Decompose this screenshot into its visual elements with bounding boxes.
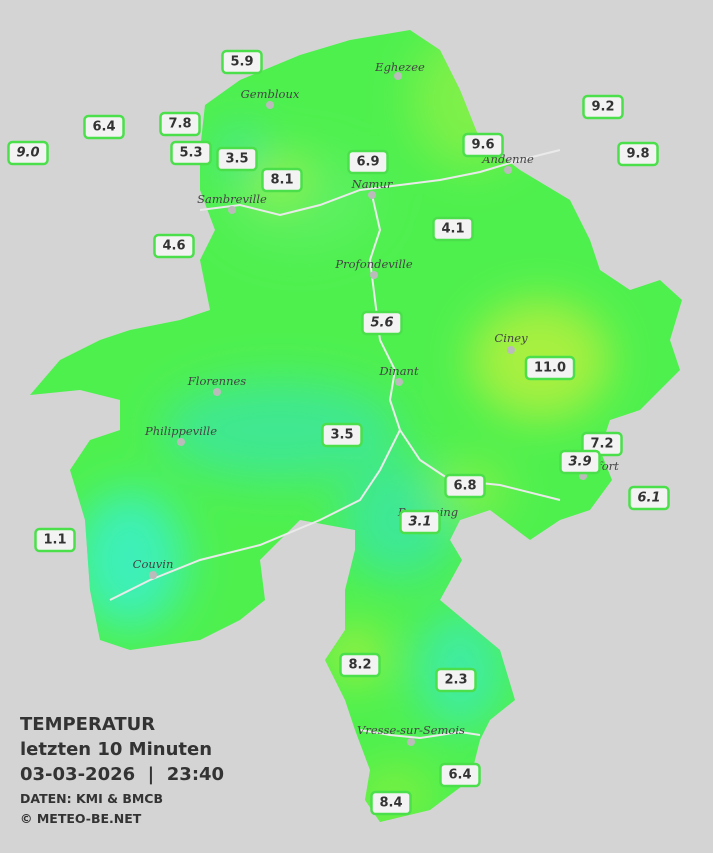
city-label: Namur: [351, 177, 394, 191]
station-box: [524, 355, 576, 381]
station-box: [221, 49, 263, 75]
station-box: [628, 485, 670, 511]
station-value: 6.9: [356, 155, 379, 170]
station-box: [582, 94, 624, 120]
station-label: 8.2: [339, 652, 381, 678]
station-label: 9.0: [7, 140, 49, 166]
station-label: 4.6: [153, 233, 195, 259]
station-value: 8.4: [379, 796, 402, 811]
city-label: Gembloux: [241, 87, 300, 101]
station-value: 5.3: [179, 146, 202, 161]
city-label: Florennes: [187, 374, 247, 388]
station-label: 5.9: [221, 49, 263, 75]
station-value: 7.2: [590, 437, 613, 452]
station-label: 7.8: [159, 111, 201, 137]
station-label: 6.4: [439, 762, 481, 788]
station-value: 9.8: [626, 147, 649, 162]
station-value: 9.0: [16, 146, 39, 161]
station-value: 2.3: [444, 673, 467, 688]
station-box: [399, 509, 441, 535]
station-box: [617, 141, 659, 167]
station-value: 9.6: [471, 138, 494, 153]
city-label: Vresse-sur-Semois: [357, 723, 465, 737]
city-label: Eghezee: [374, 60, 425, 74]
station-box: [444, 473, 486, 499]
station-value: 3.9: [568, 455, 591, 470]
station-value: 5.6: [370, 316, 393, 331]
station-value: 1.1: [43, 533, 66, 548]
station-label: 6.4: [83, 114, 125, 140]
station-box: [347, 149, 389, 175]
station-label: 3.9: [559, 449, 601, 475]
station-label: 5.3: [170, 140, 212, 166]
station-value: 11.0: [534, 361, 566, 376]
station-box: [439, 762, 481, 788]
station-box: [321, 422, 363, 448]
station-label: 6.1: [628, 485, 670, 511]
station-label: 3.1: [399, 509, 441, 535]
station-label: 4.1: [432, 216, 474, 242]
station-box: [7, 140, 49, 166]
city-label: Couvin: [133, 557, 174, 571]
station-box: [153, 233, 195, 259]
subtitle: letzten 10 Minuten: [20, 739, 212, 760]
station-box: [361, 310, 403, 336]
source: DATEN: KMI & BMCB: [20, 791, 163, 806]
station-label: 11.0: [524, 355, 576, 381]
stations: 5.9 6.4 7.8 9.0 5.3 3.5 8.1 6.9 9.6 9.2 …: [7, 49, 670, 816]
title: TEMPERATUR: [20, 714, 155, 735]
datetime: 03-03-2026 | 23:40: [20, 764, 224, 785]
station-label: 2.3: [435, 667, 477, 693]
station-box: [34, 527, 76, 553]
city-label: Dinant: [378, 364, 419, 378]
station-value: 6.4: [92, 120, 115, 135]
station-value: 3.5: [225, 152, 248, 167]
station-value: 3.5: [330, 428, 353, 443]
station-box: [159, 111, 201, 137]
station-box: [462, 132, 504, 158]
station-label: 9.2: [582, 94, 624, 120]
station-value: 5.9: [230, 55, 253, 70]
station-label: 9.6: [462, 132, 504, 158]
station-box: [435, 667, 477, 693]
station-value: 6.8: [453, 479, 476, 494]
station-box: [261, 167, 303, 193]
station-label: 5.6: [361, 310, 403, 336]
station-box: [339, 652, 381, 678]
station-value: 7.8: [168, 117, 191, 132]
station-box: [581, 431, 623, 457]
station-value: 8.1: [270, 173, 293, 188]
city-label: Philippeville: [144, 424, 217, 438]
station-label: 8.4: [370, 790, 412, 816]
station-box: [370, 790, 412, 816]
station-value: 8.2: [348, 658, 371, 673]
credit: © METEO-BE.NET: [20, 811, 142, 826]
station-value: 4.6: [162, 239, 185, 254]
station-box: [559, 449, 601, 475]
station-value: 4.1: [441, 222, 464, 237]
city-label: Profondeville: [334, 257, 412, 271]
station-value: 6.4: [448, 768, 471, 783]
station-label: 8.1: [261, 167, 303, 193]
station-box: [170, 140, 212, 166]
station-label: 6.9: [347, 149, 389, 175]
station-label: 1.1: [34, 527, 76, 553]
station-value: 3.1: [408, 515, 431, 530]
station-label: 7.2: [581, 431, 623, 457]
station-value: 6.1: [637, 491, 660, 506]
station-label: 3.5: [216, 146, 258, 172]
station-label: 6.8: [444, 473, 486, 499]
station-value: 9.2: [591, 100, 614, 115]
city-label: Ciney: [494, 331, 528, 345]
station-box: [216, 146, 258, 172]
station-box: [83, 114, 125, 140]
station-label: 9.8: [617, 141, 659, 167]
station-box: [432, 216, 474, 242]
city-label: Sambreville: [197, 192, 267, 206]
station-label: 3.5: [321, 422, 363, 448]
